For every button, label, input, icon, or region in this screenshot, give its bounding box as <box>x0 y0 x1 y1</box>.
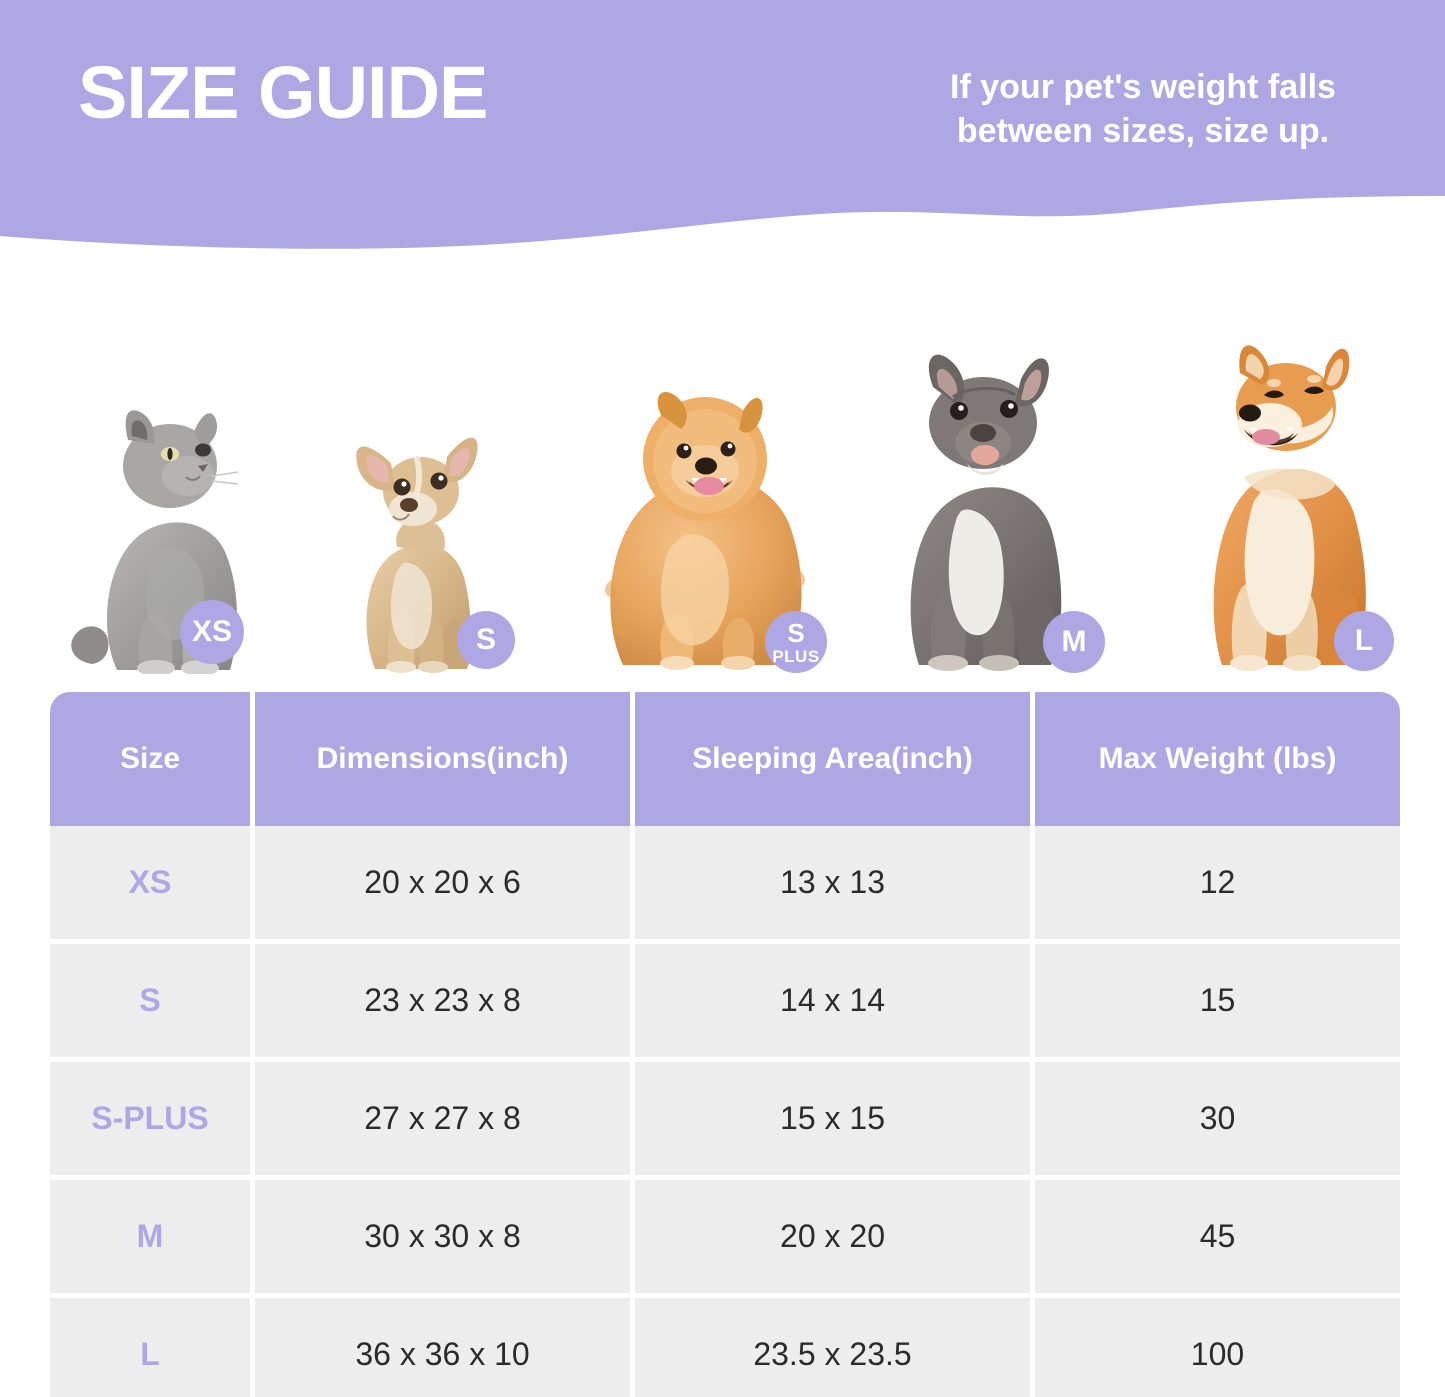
cell-size: M <box>50 1180 250 1293</box>
header-cell-dimensions: Dimensions(inch) <box>255 692 630 826</box>
pet-french-bulldog-m: M <box>875 339 1105 674</box>
table-row: XS 20 x 20 x 6 13 x 13 12 <box>50 826 1400 939</box>
cell-dimensions: 27 x 27 x 8 <box>255 1062 630 1175</box>
table-header-row: Size Dimensions(inch) Sleeping Area(inch… <box>50 692 1400 826</box>
size-badge-l: L <box>1334 611 1394 671</box>
table-row: S 23 x 23 x 8 14 x 14 15 <box>50 944 1400 1057</box>
header-cell-size: Size <box>50 692 250 826</box>
cell-max-weight: 30 <box>1035 1062 1400 1175</box>
french-bulldog-illustration <box>910 354 1062 671</box>
pet-cat-xs: XS <box>62 384 262 674</box>
cell-dimensions: 20 x 20 x 6 <box>255 826 630 939</box>
cat-illustration <box>71 410 239 674</box>
table-row: S-PLUS 27 x 27 x 8 15 x 15 30 <box>50 1062 1400 1175</box>
cell-size: XS <box>50 826 250 939</box>
pet-chihuahua-s: S <box>305 419 515 674</box>
cell-sleeping-area: 14 x 14 <box>635 944 1030 1057</box>
cell-max-weight: 45 <box>1035 1180 1400 1293</box>
badge-label: L <box>1354 624 1374 657</box>
pet-illustration-row: XS <box>0 262 1445 674</box>
cell-max-weight: 100 <box>1035 1298 1400 1397</box>
badge-label: S <box>475 623 496 656</box>
cell-size: S-PLUS <box>50 1062 250 1175</box>
pet-shiba-inu-l: L <box>1178 329 1394 674</box>
badge-label: M <box>1061 625 1087 658</box>
cell-sleeping-area: 13 x 13 <box>635 826 1030 939</box>
size-table: Size Dimensions(inch) Sleeping Area(inch… <box>50 692 1400 1397</box>
size-badge-m: M <box>1043 611 1105 673</box>
badge-sublabel: PLUS <box>772 646 820 666</box>
table-row: M 30 x 30 x 8 20 x 20 45 <box>50 1180 1400 1293</box>
page-title: SIZE GUIDE <box>78 51 488 134</box>
cell-max-weight: 12 <box>1035 826 1400 939</box>
size-badge-s-plus: S PLUS <box>765 611 827 673</box>
table-body: XS 20 x 20 x 6 13 x 13 12 S 23 x 23 x 8 … <box>50 826 1400 1397</box>
pet-pomeranian-s-plus: S PLUS <box>585 379 835 674</box>
cell-size: L <box>50 1298 250 1397</box>
cell-dimensions: 36 x 36 x 10 <box>255 1298 630 1397</box>
cell-dimensions: 23 x 23 x 8 <box>255 944 630 1057</box>
cell-sleeping-area: 23.5 x 23.5 <box>635 1298 1030 1397</box>
pomeranian-illustration <box>604 392 806 670</box>
cell-max-weight: 15 <box>1035 944 1400 1057</box>
size-badge-xs: XS <box>180 600 244 664</box>
banner-note: If your pet's weight falls between sizes… <box>950 68 1336 150</box>
cell-size: S <box>50 944 250 1057</box>
cell-dimensions: 30 x 30 x 8 <box>255 1180 630 1293</box>
header-cell-sleeping-area: Sleeping Area(inch) <box>635 692 1030 826</box>
size-badge-s: S <box>457 611 515 669</box>
table-row: L 36 x 36 x 10 23.5 x 23.5 100 <box>50 1298 1400 1397</box>
cell-sleeping-area: 20 x 20 <box>635 1180 1030 1293</box>
badge-label: S <box>787 617 805 648</box>
chihuahua-illustration <box>356 437 478 673</box>
header-cell-max-weight: Max Weight (lbs) <box>1035 692 1400 826</box>
cell-sleeping-area: 15 x 15 <box>635 1062 1030 1175</box>
banner-wave-shape <box>0 0 1445 249</box>
badge-label: XS <box>191 615 233 648</box>
shiba-inu-illustration <box>1213 345 1366 671</box>
header-banner: SIZE GUIDE If your pet's weight falls be… <box>0 0 1445 260</box>
